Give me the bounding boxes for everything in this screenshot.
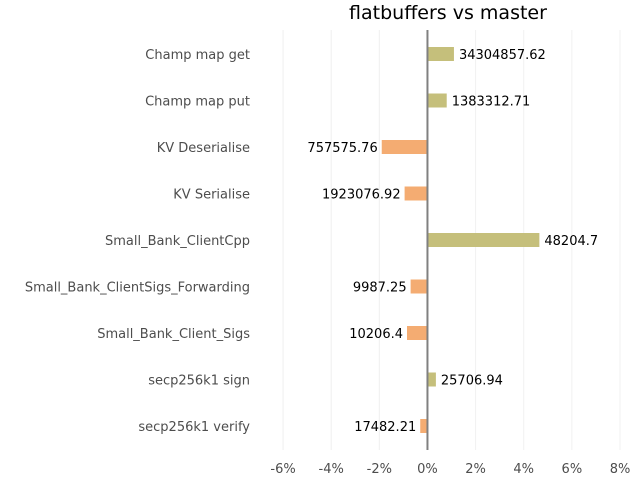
data-label: 1383312.71 <box>452 95 531 110</box>
bar <box>404 186 428 201</box>
category-label: Small_Bank_ClientSigs_Forwarding <box>25 281 250 296</box>
bar <box>427 47 454 61</box>
data-label: 48204.7 <box>544 234 598 249</box>
category-label: KV Serialise <box>173 188 250 203</box>
category-labels: Champ map get Champ map put KV Deserialise… <box>25 48 250 435</box>
category-label: secp256k1 sign <box>148 374 250 389</box>
x-tick-label: 8% <box>610 462 631 477</box>
x-tick-labels: -6% -4% -2% 0% 2% 4% 6% 8% <box>270 462 630 477</box>
bars <box>381 47 540 433</box>
x-tick-label: -6% <box>270 462 295 477</box>
data-label: 25706.94 <box>441 374 503 389</box>
data-label: 17482.21 <box>354 420 416 435</box>
x-tick-label: 4% <box>513 462 534 477</box>
x-tick-label: 0% <box>417 462 438 477</box>
category-label: Small_Bank_ClientCpp <box>105 234 250 249</box>
chart-title: flatbuffers vs master <box>349 2 547 24</box>
data-label: 10206.4 <box>349 327 403 342</box>
category-label: Small_Bank_Client_Sigs <box>97 327 250 342</box>
bar <box>381 140 428 154</box>
bar <box>427 372 436 387</box>
bar <box>427 233 540 247</box>
bar <box>420 419 428 433</box>
data-label: 757575.76 <box>307 141 377 156</box>
category-label: secp256k1 verify <box>138 420 250 435</box>
x-tick-label: -4% <box>319 462 344 477</box>
x-tick-label: -2% <box>367 462 392 477</box>
data-labels: 34304857.62 1383312.71 757575.76 1923076.92… <box>307 48 598 435</box>
category-label: Champ map get <box>145 48 250 63</box>
bar <box>407 326 428 340</box>
x-tick-label: 6% <box>562 462 583 477</box>
x-tick-label: 2% <box>465 462 486 477</box>
bar <box>410 279 428 294</box>
category-label: Champ map put <box>145 95 250 110</box>
category-label: KV Deserialise <box>157 141 250 156</box>
data-label: 34304857.62 <box>459 48 546 63</box>
data-label: 1923076.92 <box>322 188 401 203</box>
data-label: 9987.25 <box>353 281 407 296</box>
bar <box>427 93 447 108</box>
